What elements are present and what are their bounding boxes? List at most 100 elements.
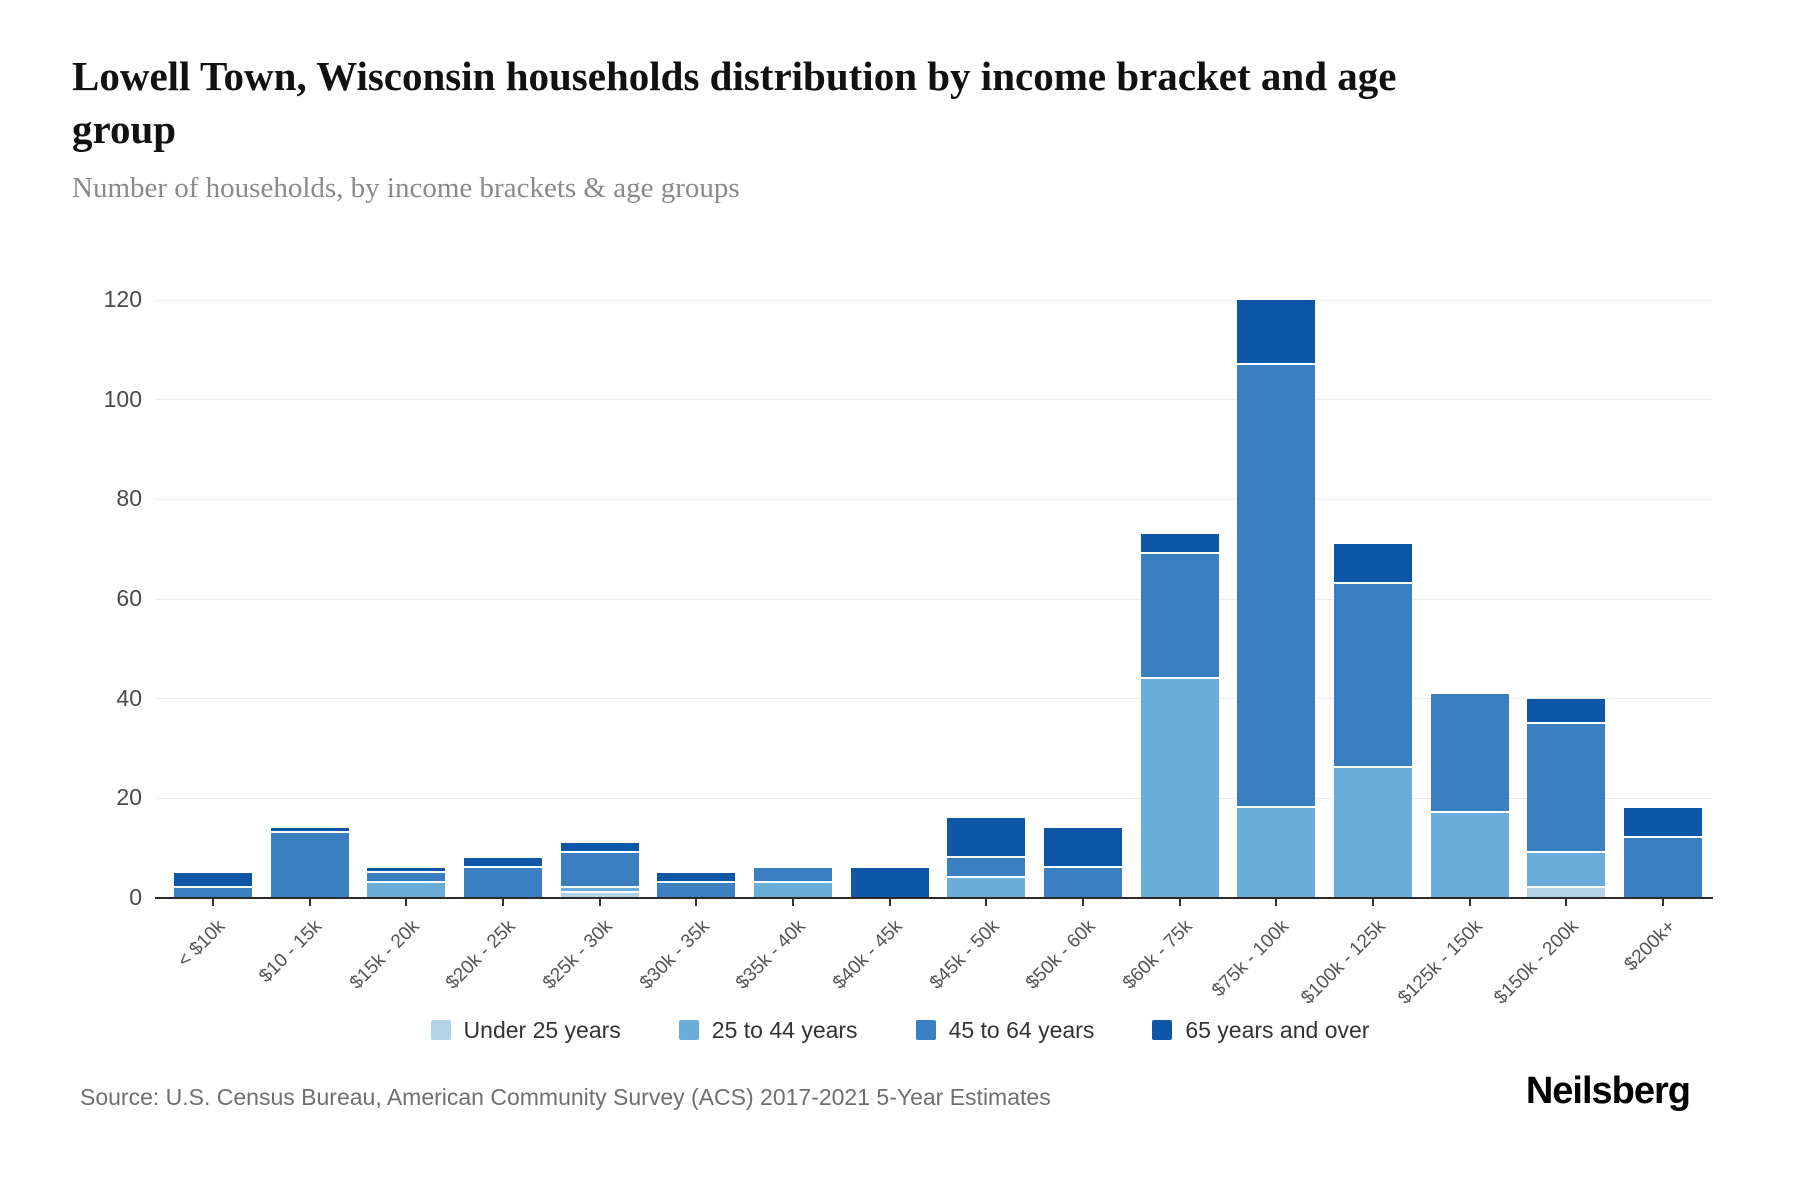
bar-segment[interactable] xyxy=(1140,554,1219,679)
x-axis-label: $75k - 100k xyxy=(1208,916,1294,1002)
x-tick-mark xyxy=(1178,899,1181,906)
x-tick-mark xyxy=(308,899,311,906)
bar-segment[interactable] xyxy=(1527,888,1606,898)
y-axis-label-60: 60 xyxy=(116,585,142,611)
bar-segment[interactable] xyxy=(754,883,832,898)
bar-segment[interactable] xyxy=(1527,723,1606,854)
bar-segment[interactable] xyxy=(947,818,1026,859)
bar-segment[interactable] xyxy=(464,868,542,898)
x-axis-label: $60k - 75k xyxy=(1118,916,1197,994)
legend-label: 65 years and over xyxy=(1185,1016,1370,1043)
bar-segment[interactable] xyxy=(947,878,1026,898)
gridline-40 xyxy=(155,698,1713,700)
bar-segment[interactable] xyxy=(1237,300,1316,365)
gridline-120 xyxy=(155,299,1713,301)
x-axis-label: $10 - 15k xyxy=(255,916,327,987)
x-tick-mark xyxy=(212,899,214,906)
bar-segment[interactable] xyxy=(1624,808,1702,839)
x-axis-label: $150k - 200k xyxy=(1490,916,1584,1009)
bar-segment[interactable] xyxy=(1237,808,1316,898)
legend-swatch xyxy=(678,1020,699,1040)
bar-segment[interactable] xyxy=(1237,364,1316,809)
bar-segment[interactable] xyxy=(174,888,252,898)
bar-segment[interactable] xyxy=(1624,838,1702,898)
y-axis-label-0: 0 xyxy=(129,884,142,910)
x-tick-mark xyxy=(985,899,988,906)
bar-segment[interactable] xyxy=(1527,698,1606,724)
legend-swatch xyxy=(915,1020,936,1040)
page-subtitle: Number of households, by income brackets… xyxy=(72,172,740,204)
x-axis-label: $15k - 20k xyxy=(345,916,424,994)
bar-segment[interactable] xyxy=(657,873,736,884)
legend-item[interactable]: 45 to 64 years xyxy=(915,1016,1095,1044)
gridline-60 xyxy=(155,598,1713,600)
x-tick-mark xyxy=(598,899,601,906)
gridline-100 xyxy=(155,399,1713,401)
legend-label: Under 25 years xyxy=(463,1016,621,1043)
brand-logo: Neilsberg xyxy=(1525,1070,1691,1112)
bar-segment[interactable] xyxy=(850,868,929,898)
x-tick-mark xyxy=(502,899,504,906)
bar-segment[interactable] xyxy=(270,833,349,898)
bar-segment[interactable] xyxy=(560,843,639,854)
x-axis-label: < $10k xyxy=(174,916,230,972)
bar-segment[interactable] xyxy=(1334,768,1412,898)
legend-item[interactable]: Under 25 years xyxy=(430,1016,621,1044)
bar-segment[interactable] xyxy=(1044,868,1122,898)
bar-segment[interactable] xyxy=(560,888,639,893)
legend-label: 25 to 44 years xyxy=(711,1016,858,1043)
y-axis-label-120: 120 xyxy=(103,286,142,312)
x-tick-mark xyxy=(1082,899,1084,906)
x-axis-label: $35k - 40k xyxy=(732,916,810,994)
bar-segment[interactable] xyxy=(1334,584,1412,769)
legend-label: 45 to 64 years xyxy=(948,1016,1095,1043)
y-axis-label-100: 100 xyxy=(103,385,142,412)
bar-segment[interactable] xyxy=(367,873,446,884)
x-tick-mark xyxy=(695,899,698,906)
bar-segment[interactable] xyxy=(560,893,639,898)
source-attribution: Source: U.S. Census Bureau, American Com… xyxy=(80,1084,1051,1110)
x-axis-label: $100k - 125k xyxy=(1297,916,1390,1009)
x-tick-mark xyxy=(1662,899,1664,906)
bar-segment[interactable] xyxy=(1140,534,1219,555)
y-axis-label-20: 20 xyxy=(116,784,142,811)
gridline-20 xyxy=(155,797,1713,799)
x-axis-label: $25k - 30k xyxy=(538,916,617,994)
bar-segment[interactable] xyxy=(367,883,446,898)
legend-item[interactable]: 65 years and over xyxy=(1152,1017,1369,1044)
x-tick-mark xyxy=(888,899,891,906)
bar-segment[interactable] xyxy=(1527,853,1606,889)
x-axis-label: $200k+ xyxy=(1620,916,1680,976)
x-tick-mark xyxy=(1275,899,1278,906)
x-axis-label: $50k - 60k xyxy=(1022,916,1100,994)
bar-segment[interactable] xyxy=(560,853,639,889)
bar-segment[interactable] xyxy=(464,858,542,869)
legend-item[interactable]: 25 to 44 years xyxy=(678,1016,858,1044)
x-axis-label: $125k - 150k xyxy=(1393,916,1487,1009)
gridline-80 xyxy=(155,498,1713,500)
bar-segment[interactable] xyxy=(367,868,446,874)
bar-segment[interactable] xyxy=(1430,693,1509,814)
bar-segment[interactable] xyxy=(1140,678,1219,898)
page-title: Lowell Town, Wisconsin households distri… xyxy=(72,53,1397,152)
chart-legend: Under 25 years 25 to 44 years 45 to 64 yea… xyxy=(0,1008,1800,1052)
bar-segment[interactable] xyxy=(1430,813,1509,898)
bar-segment[interactable] xyxy=(754,868,832,884)
legend-swatch xyxy=(430,1020,451,1040)
bar-segment[interactable] xyxy=(174,873,252,889)
bar-segment[interactable] xyxy=(657,883,736,898)
bar-segment[interactable] xyxy=(1334,544,1412,585)
x-tick-mark xyxy=(1565,899,1568,906)
x-tick-mark xyxy=(1468,899,1471,906)
x-axis-label: $30k - 35k xyxy=(635,916,714,994)
x-axis-line xyxy=(155,897,1713,899)
bar-segment[interactable] xyxy=(947,858,1026,879)
x-tick-mark xyxy=(792,899,794,906)
bar-segment[interactable] xyxy=(1044,828,1122,869)
y-axis-label-40: 40 xyxy=(116,684,142,711)
x-tick-mark xyxy=(1372,899,1374,906)
x-axis-label: $45k - 50k xyxy=(925,916,1004,994)
bar-segment[interactable] xyxy=(270,828,349,834)
x-axis-label: $20k - 25k xyxy=(442,916,520,994)
